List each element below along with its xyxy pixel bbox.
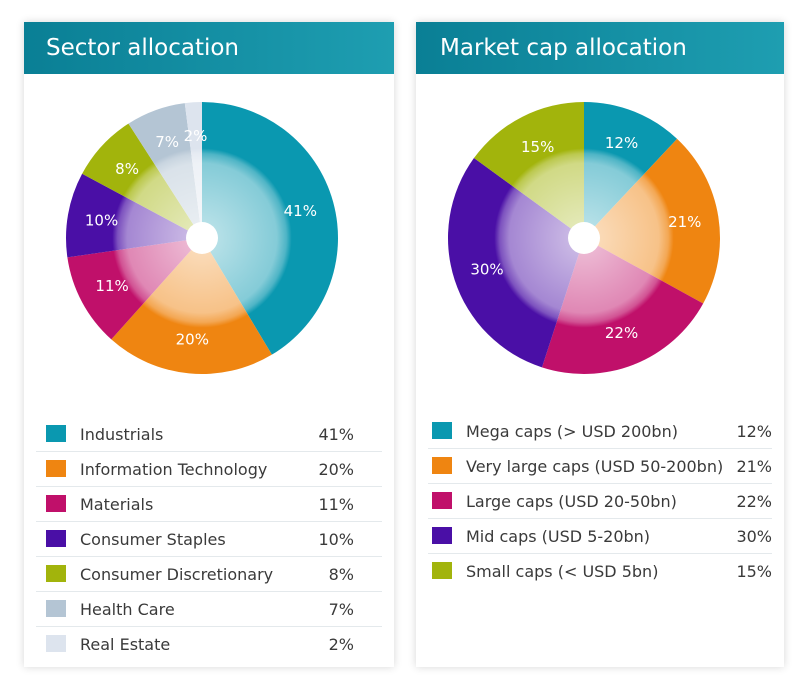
sector-allocation-panel: Sector allocation 41% 20% 11% 10% 8% 7% 2% Ind… (24, 22, 394, 667)
sector-slice-label: 10% (85, 211, 118, 229)
market-cap-legend-swatch (432, 422, 452, 439)
sector-legend-value: 41% (318, 425, 354, 444)
market-cap-legend-label: Small caps (< USD 5bn) (466, 562, 659, 581)
sector-legend-label: Materials (80, 495, 154, 514)
market-cap-legend-label: Very large caps (USD 50-200bn) (466, 457, 724, 476)
market-cap-legend-row: Mid caps (USD 5-20bn) 30% (428, 519, 772, 554)
sector-legend-swatch (46, 600, 66, 617)
sector-legend-label: Industrials (80, 425, 164, 444)
sector-slice-label: 7% (155, 133, 179, 151)
sector-legend-row: Industrials 41% (36, 417, 382, 452)
sector-legend-label: Health Care (80, 600, 175, 619)
sector-slice-label: 41% (284, 202, 317, 220)
sector-legend-row: Health Care 7% (36, 592, 382, 627)
market-cap-legend-label: Large caps (USD 20-50bn) (466, 492, 677, 511)
sector-legend-value: 10% (318, 530, 354, 549)
sector-slice-label: 2% (184, 127, 208, 145)
market-cap-legend-row: Mega caps (> USD 200bn) 12% (428, 414, 772, 449)
market-cap-pie-container: 12% 21% 22% 30% 15% (446, 100, 722, 380)
market-cap-legend-value: 21% (736, 457, 772, 476)
market-cap-slice-label: 21% (668, 213, 701, 231)
sector-legend-swatch (46, 495, 66, 512)
sector-legend-value: 8% (328, 565, 354, 584)
sector-legend-row: Materials 11% (36, 487, 382, 522)
sector-legend: Industrials 41% Information Technology 20% M… (36, 417, 382, 661)
market-cap-legend-label: Mega caps (> USD 200bn) (466, 422, 678, 441)
sector-legend-value: 11% (318, 495, 354, 514)
sector-legend-row: Real Estate 2% (36, 627, 382, 661)
market-cap-legend-swatch (432, 492, 452, 509)
sector-legend-row: Information Technology 20% (36, 452, 382, 487)
sector-legend-swatch (46, 530, 66, 547)
market-cap-slice-label: 30% (470, 261, 503, 279)
sector-center-hole (186, 222, 218, 254)
market-cap-allocation-panel: Market cap allocation 12% 21% 22% 30% 15% Me… (416, 22, 784, 667)
sector-pie-chart: 41% 20% 11% 10% 8% 7% 2% (66, 102, 339, 375)
sector-legend-label: Information Technology (80, 460, 268, 479)
sector-slice-label: 20% (176, 331, 209, 349)
sector-legend-row: Consumer Staples 10% (36, 522, 382, 557)
market-cap-allocation-title: Market cap allocation (416, 22, 784, 74)
market-cap-pie-chart: 12% 21% 22% 30% 15% (447, 102, 720, 374)
sector-legend-row: Consumer Discretionary 8% (36, 557, 382, 592)
sector-slice-label: 11% (95, 277, 128, 295)
sector-pie-container: 41% 20% 11% 10% 8% 7% 2% (64, 100, 340, 380)
sector-legend-label: Real Estate (80, 635, 171, 654)
market-cap-slice-label: 12% (605, 134, 638, 152)
market-cap-center-hole (568, 222, 600, 254)
market-cap-legend-value: 15% (736, 562, 772, 581)
market-cap-legend-value: 30% (736, 527, 772, 546)
sector-slice-label: 8% (115, 160, 139, 178)
market-cap-legend-swatch (432, 527, 452, 544)
market-cap-legend-value: 22% (736, 492, 772, 511)
market-cap-slice-label: 22% (605, 324, 638, 342)
sector-allocation-title: Sector allocation (24, 22, 394, 74)
sector-legend-swatch (46, 460, 66, 477)
sector-legend-value: 2% (328, 635, 354, 654)
sector-legend-value: 20% (318, 460, 354, 479)
sector-legend-label: Consumer Discretionary (80, 565, 274, 584)
sector-legend-label: Consumer Staples (80, 530, 226, 549)
market-cap-legend-label: Mid caps (USD 5-20bn) (466, 527, 651, 546)
sector-legend-swatch (46, 635, 66, 652)
sector-legend-swatch (46, 425, 66, 442)
market-cap-legend-row: Small caps (< USD 5bn) 15% (428, 554, 772, 588)
market-cap-legend-value: 12% (736, 422, 772, 441)
market-cap-legend-row: Large caps (USD 20-50bn) 22% (428, 484, 772, 519)
market-cap-legend: Mega caps (> USD 200bn) 12% Very large cap… (428, 414, 772, 588)
market-cap-legend-swatch (432, 562, 452, 579)
sector-legend-swatch (46, 565, 66, 582)
market-cap-legend-swatch (432, 457, 452, 474)
market-cap-legend-row: Very large caps (USD 50-200bn) 21% (428, 449, 772, 484)
market-cap-slice-label: 15% (521, 138, 554, 156)
sector-legend-value: 7% (328, 600, 354, 619)
